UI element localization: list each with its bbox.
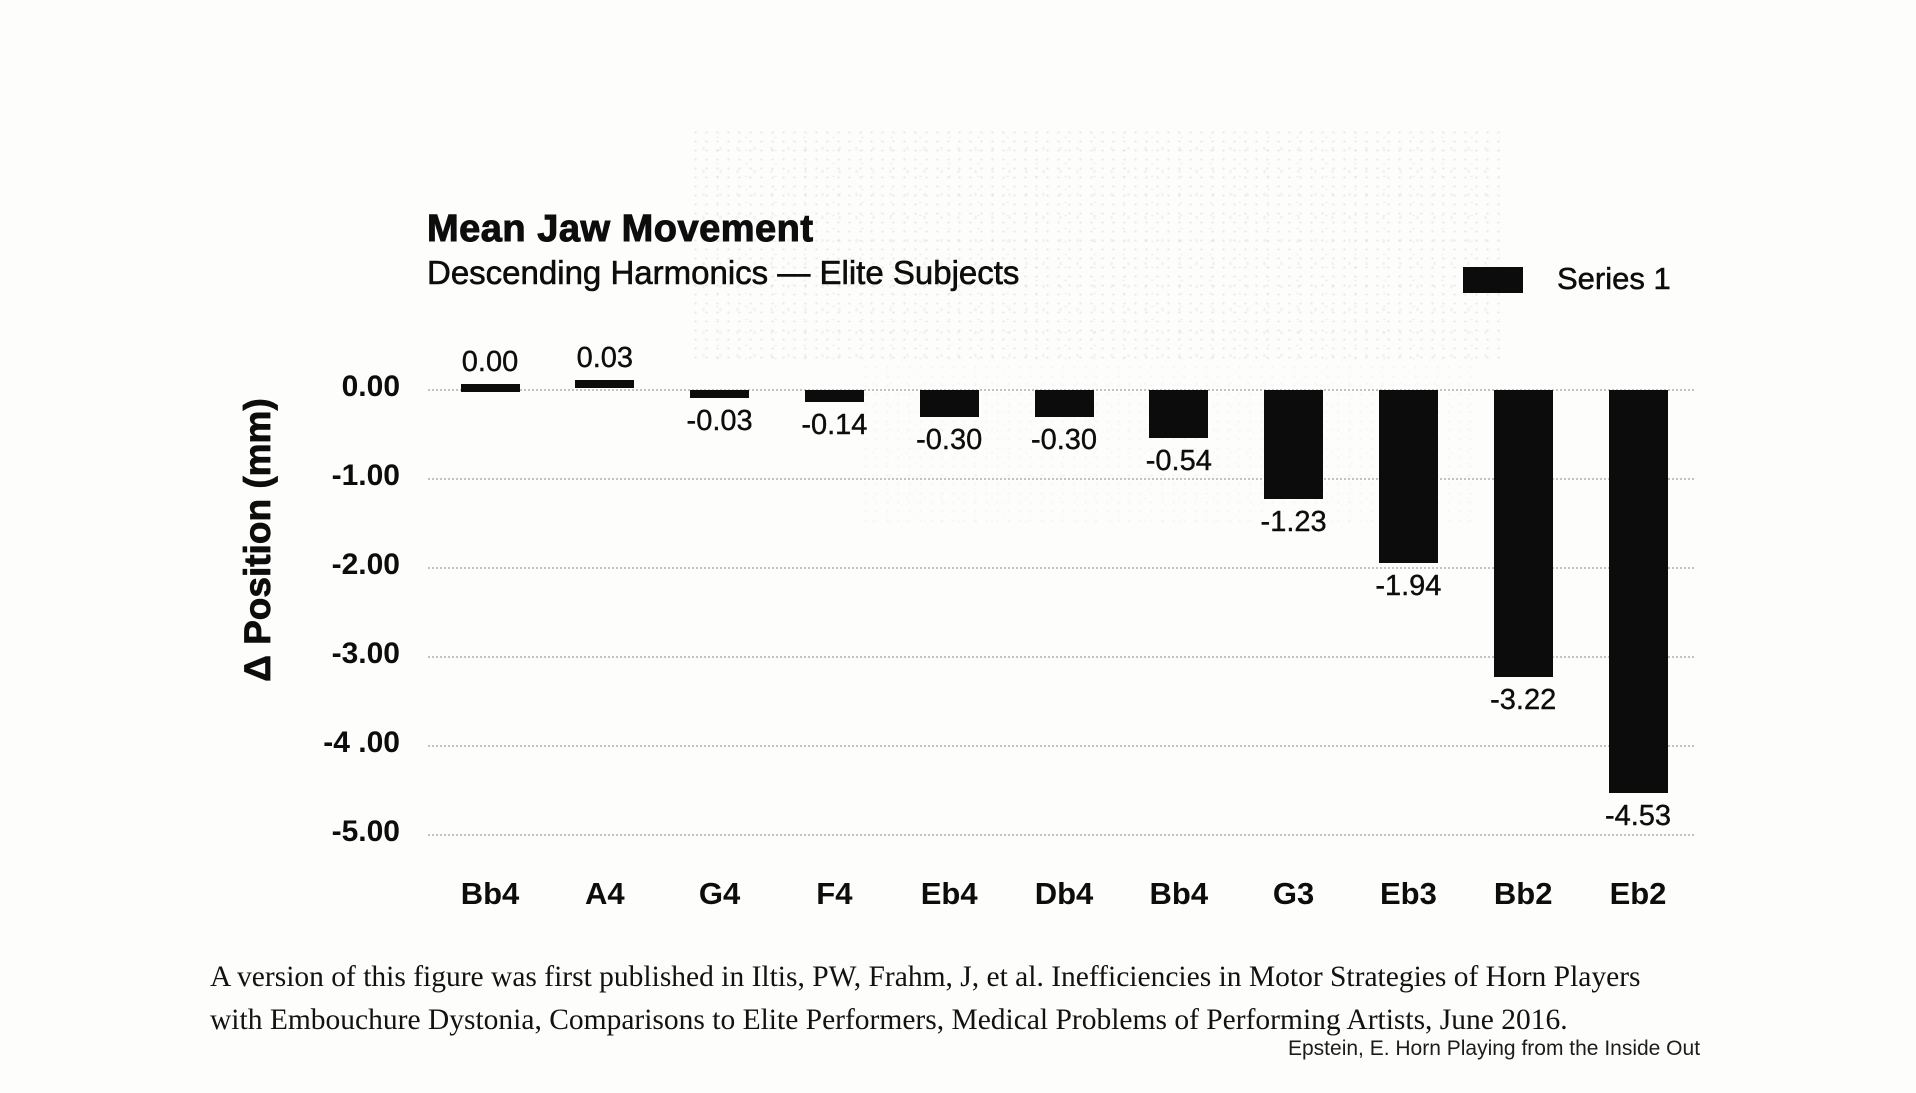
bar-value-label: -1.94: [1375, 569, 1442, 602]
bar: [1608, 390, 1668, 794]
x-category-label: F4: [816, 876, 853, 911]
grid-line: [428, 834, 1694, 836]
bar: [919, 390, 979, 417]
bar: [1493, 390, 1553, 677]
legend-swatch-series1: [1463, 267, 1523, 293]
y-tick-label: -1.00: [331, 459, 400, 492]
y-tick-label: -3.00: [331, 637, 400, 670]
caption-line-2: with Embouchure Dystonia, Comparisons to…: [210, 1004, 1568, 1036]
caption: A version of this figure was first publi…: [210, 956, 1641, 1042]
bar-value-label: -4.53: [1604, 800, 1672, 833]
grid-line: [428, 656, 1694, 658]
grid-line: [428, 478, 1694, 480]
grid-line: [428, 567, 1694, 569]
bar-value-label: -3.22: [1490, 683, 1557, 716]
bar: [1149, 390, 1209, 439]
bar-value-label: 0.00: [461, 346, 519, 378]
bar-value-label: 0.03: [576, 342, 634, 374]
grid-line: [428, 745, 1694, 747]
x-category-label: Eb4: [920, 876, 978, 911]
bar-value-label: -0.30: [1030, 423, 1098, 456]
bar: [1034, 390, 1094, 417]
chart-subtitle: Descending Harmonics — Elite Subjects: [427, 254, 1020, 292]
y-tick-label: -5.00: [331, 815, 400, 848]
bar: [1378, 390, 1438, 563]
bar: [804, 390, 864, 403]
bar-value-label: -0.30: [916, 423, 983, 456]
legend-label-series1: Series 1: [1557, 261, 1671, 297]
x-category-label: Eb2: [1609, 876, 1667, 911]
bar-value-label: -0.54: [1145, 445, 1213, 478]
x-category-label: Db4: [1034, 876, 1094, 911]
x-category-label: G4: [698, 876, 741, 911]
x-category-label: Bb4: [460, 876, 520, 911]
bar: [575, 380, 635, 388]
x-category-label: Bb4: [1149, 876, 1209, 911]
x-category-label: A4: [584, 876, 625, 911]
bar-value-label: -1.23: [1260, 506, 1327, 539]
bar: [1264, 390, 1324, 500]
bar-value-label: -0.14: [801, 409, 868, 442]
x-category-label: Eb3: [1379, 876, 1437, 911]
y-tick-label: -2.00: [331, 548, 400, 581]
footer-credit: Epstein, E. Horn Playing from the Inside…: [1288, 1037, 1701, 1060]
caption-line-1: A version of this figure was first publi…: [210, 961, 1641, 993]
bar-value-label: -0.03: [686, 405, 753, 437]
y-tick-label: 0.00: [341, 370, 400, 403]
x-category-label: G3: [1272, 876, 1315, 911]
chart-title: Mean Jaw Movement: [427, 208, 814, 251]
y-tick-label: -4 .00: [323, 726, 400, 759]
bar: [460, 384, 520, 392]
bar: [690, 390, 750, 398]
x-category-label: Bb2: [1493, 876, 1553, 911]
